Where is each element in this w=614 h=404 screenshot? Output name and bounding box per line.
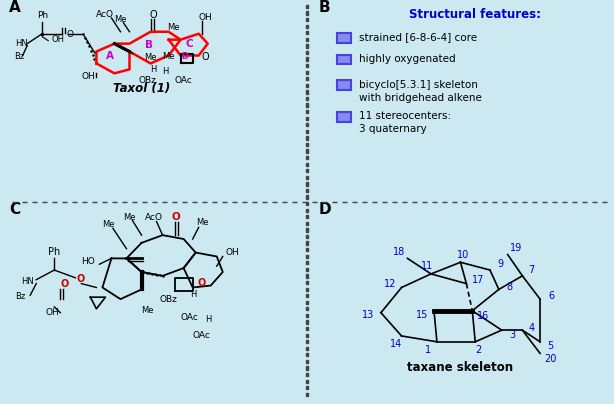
Text: OAc: OAc <box>174 76 193 85</box>
Text: 13: 13 <box>362 309 374 320</box>
Text: B: B <box>145 40 153 50</box>
Text: taxane skeleton: taxane skeleton <box>408 361 513 374</box>
Text: 9: 9 <box>497 259 503 269</box>
Text: HN: HN <box>15 39 28 48</box>
Bar <box>336 112 351 122</box>
Text: 1: 1 <box>425 345 431 355</box>
Text: 6: 6 <box>549 291 555 301</box>
Text: Me: Me <box>103 220 115 229</box>
Text: O: O <box>149 10 157 20</box>
Text: 20: 20 <box>544 354 556 364</box>
Text: O: O <box>60 280 69 290</box>
Text: D: D <box>319 202 332 217</box>
Text: HN: HN <box>21 277 34 286</box>
Text: 12: 12 <box>384 279 396 288</box>
Text: O: O <box>66 30 73 39</box>
Text: A: A <box>106 51 114 61</box>
Text: 14: 14 <box>389 339 402 349</box>
Text: Bz: Bz <box>15 292 25 301</box>
Text: OAc: OAc <box>181 314 198 322</box>
Text: 17: 17 <box>472 275 484 285</box>
Text: with bridgehead alkene: with bridgehead alkene <box>359 93 482 103</box>
Text: OBz: OBz <box>160 295 177 304</box>
Text: OAc: OAc <box>193 331 211 340</box>
Text: O: O <box>197 278 206 288</box>
Text: Me: Me <box>196 219 208 227</box>
Text: D: D <box>182 53 188 61</box>
Text: O: O <box>77 274 85 284</box>
Text: O: O <box>201 53 209 63</box>
Text: 5: 5 <box>547 341 553 351</box>
Text: Ph: Ph <box>48 246 60 257</box>
Text: HO: HO <box>81 257 95 266</box>
Text: AcO: AcO <box>96 10 114 19</box>
Text: Me: Me <box>167 23 180 32</box>
Bar <box>336 80 351 90</box>
Text: 11 stereocenters:: 11 stereocenters: <box>359 112 451 122</box>
Text: 3 quaternary: 3 quaternary <box>359 124 427 135</box>
Text: 11: 11 <box>421 261 433 271</box>
Bar <box>336 55 351 64</box>
Text: 2: 2 <box>475 345 481 355</box>
Text: OH: OH <box>226 248 239 257</box>
Text: Me: Me <box>123 213 136 222</box>
Text: H: H <box>204 316 211 324</box>
Text: AcO: AcO <box>144 213 163 222</box>
Text: 7: 7 <box>528 265 534 275</box>
Text: 10: 10 <box>457 250 470 259</box>
Text: OH: OH <box>52 35 64 44</box>
Text: Bz: Bz <box>14 53 24 61</box>
Text: OH: OH <box>199 13 212 22</box>
Text: Ph: Ph <box>37 11 48 20</box>
Text: Me: Me <box>141 306 154 315</box>
Text: B: B <box>319 0 331 15</box>
Text: C: C <box>9 202 20 217</box>
Text: O: O <box>172 212 181 222</box>
Text: H: H <box>163 67 169 76</box>
Text: 19: 19 <box>510 243 523 253</box>
Text: 15: 15 <box>416 309 429 320</box>
Text: Taxol (1): Taxol (1) <box>113 82 170 95</box>
Text: 18: 18 <box>392 246 405 257</box>
Text: Me: Me <box>144 53 157 63</box>
Text: A: A <box>9 0 21 15</box>
Text: OH: OH <box>45 307 59 317</box>
Text: H: H <box>150 65 157 74</box>
Bar <box>336 33 351 43</box>
Text: 3: 3 <box>509 330 515 340</box>
Text: 8: 8 <box>506 282 512 292</box>
Text: strained [6-8-6-4] core: strained [6-8-6-4] core <box>359 32 477 42</box>
Text: 16: 16 <box>476 311 489 321</box>
Text: highly oxygenated: highly oxygenated <box>359 54 456 64</box>
Text: Structural features:: Structural features: <box>410 8 541 21</box>
Text: Me: Me <box>163 53 175 61</box>
Text: OH: OH <box>81 72 95 81</box>
Text: Me: Me <box>114 15 127 24</box>
Text: bicyclo[5.3.1] skeleton: bicyclo[5.3.1] skeleton <box>359 80 478 90</box>
Text: 4: 4 <box>528 323 534 333</box>
Text: OBz: OBz <box>139 76 157 85</box>
Text: C: C <box>186 39 193 48</box>
Text: H: H <box>190 290 196 299</box>
